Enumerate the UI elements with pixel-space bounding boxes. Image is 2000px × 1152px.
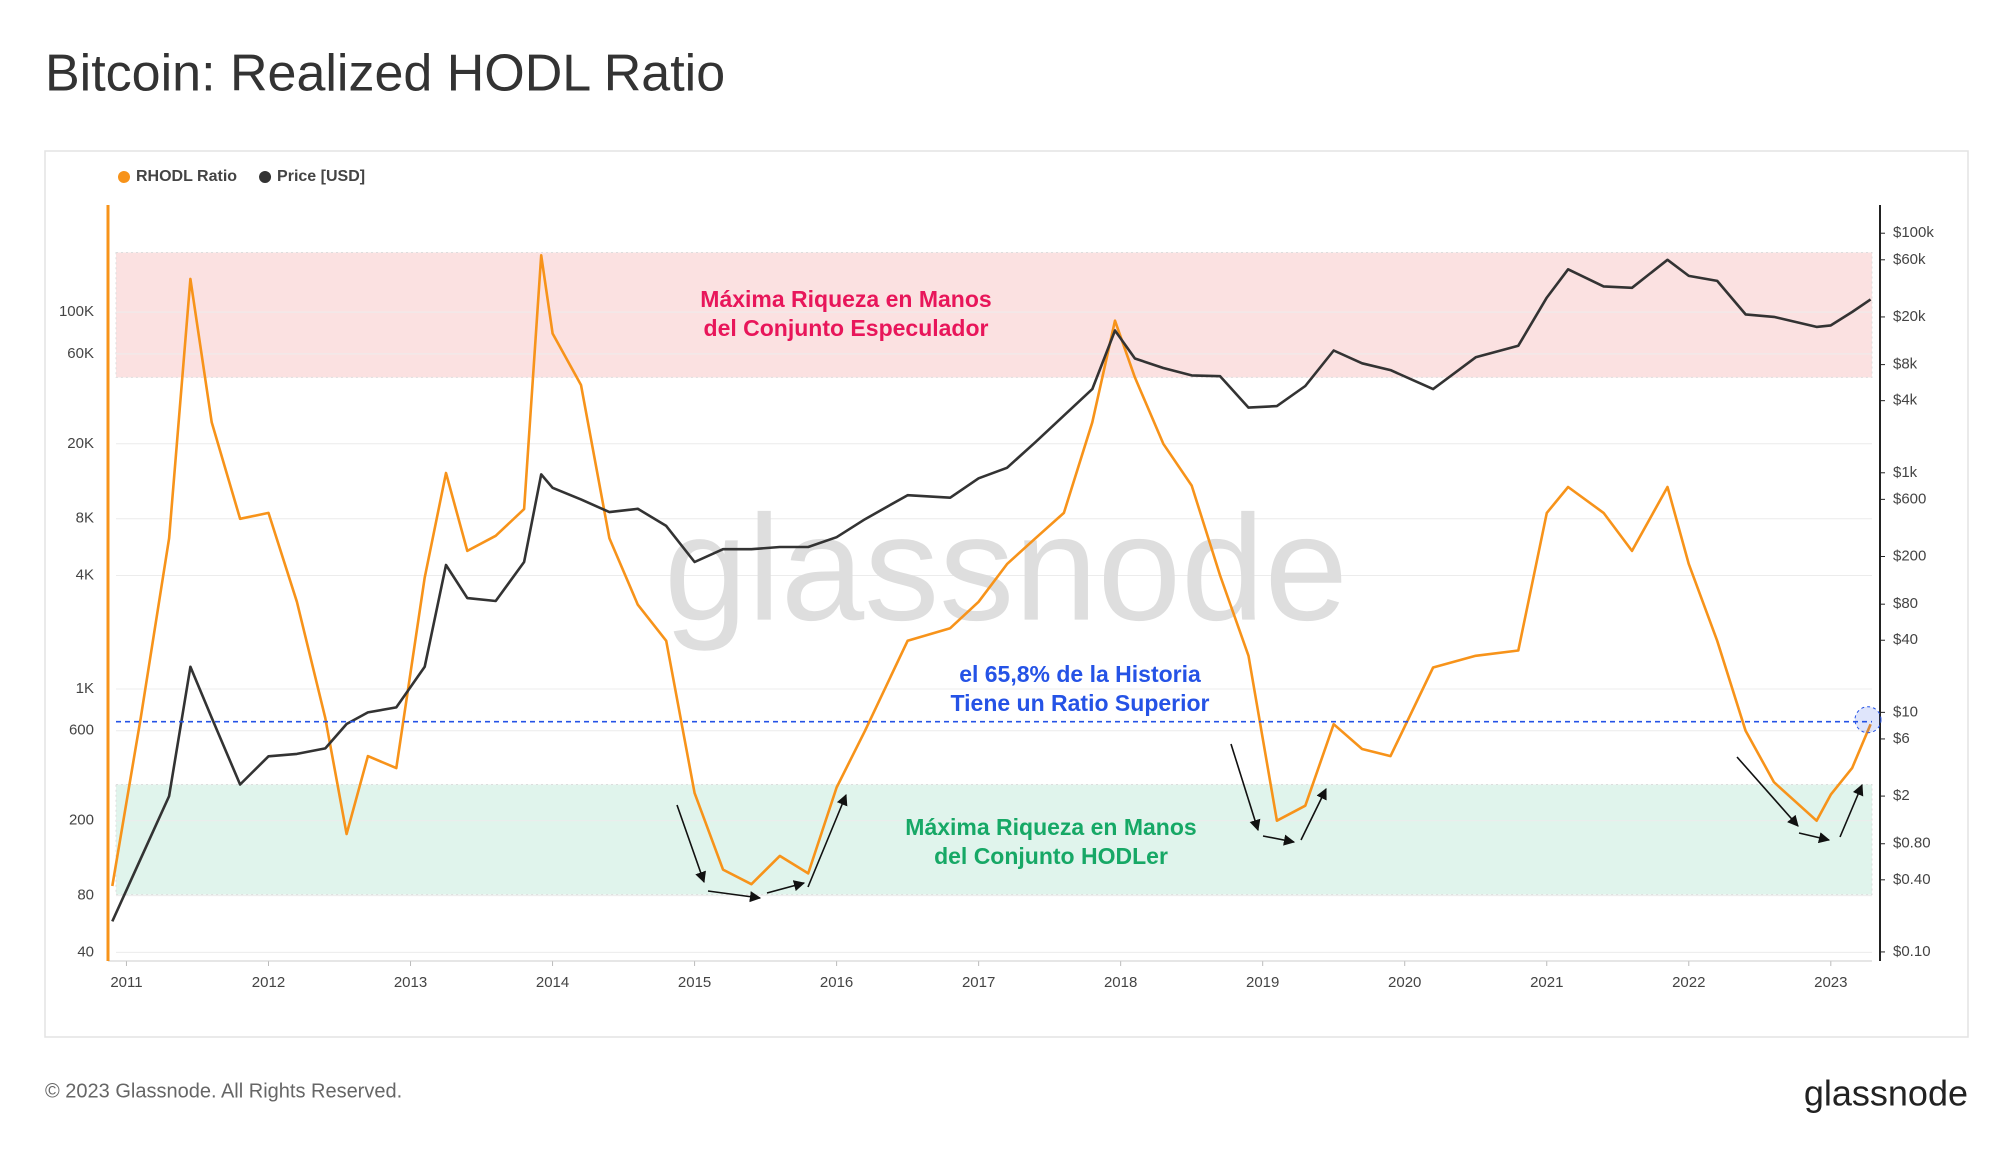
arrow — [807, 793, 848, 888]
arrow — [707, 890, 762, 903]
reference-label: el 65,8% de la Historia — [959, 661, 1201, 687]
x-tick-label: 2023 — [1814, 974, 1847, 991]
arrows — [676, 743, 1864, 903]
band-label: del Conjunto Especulador — [704, 315, 989, 341]
y2-tick-label: $600 — [1893, 490, 1926, 507]
y-tick-label: 40 — [77, 943, 94, 960]
arrow — [766, 880, 806, 894]
y-tick-label: 80 — [77, 887, 94, 904]
zone-band — [115, 252, 1873, 378]
y2-tick-label: $4k — [1893, 392, 1918, 409]
y-tick-label: 100K — [59, 303, 94, 320]
x-tick-label: 2020 — [1388, 974, 1421, 991]
arrow — [1839, 783, 1864, 838]
y2-tick-label: $6 — [1893, 730, 1910, 747]
arrow — [676, 804, 706, 884]
band-label: del Conjunto HODLer — [934, 843, 1168, 869]
reference-label: Tiene un Ratio Superior — [951, 690, 1210, 716]
y2-tick-label: $0.80 — [1893, 835, 1931, 852]
y2-tick-label: $60k — [1893, 251, 1926, 268]
y-tick-label: 4K — [76, 566, 94, 583]
legend-label: Price [USD] — [277, 168, 365, 185]
y-tick-label: 20K — [67, 435, 94, 452]
x-tick-label: 2018 — [1104, 974, 1137, 991]
y2-tick-label: $200 — [1893, 547, 1926, 564]
watermark: glassnode — [664, 484, 1348, 652]
y-tick-label: 8K — [76, 510, 94, 527]
y-tick-label: 60K — [67, 345, 94, 362]
y2-tick-label: $20k — [1893, 308, 1926, 325]
y-tick-label: 1K — [76, 680, 94, 697]
y2-tick-label: $1k — [1893, 464, 1918, 481]
x-tick-label: 2022 — [1672, 974, 1705, 991]
x-tick-label: 2017 — [962, 974, 995, 991]
x-tick-label: 2014 — [536, 974, 569, 991]
x-tick-label: 2021 — [1530, 974, 1563, 991]
x-tick-label: 2016 — [820, 974, 853, 991]
y2-tick-label: $0.10 — [1893, 943, 1931, 960]
arrow — [1736, 756, 1799, 827]
x-tick-label: 2019 — [1246, 974, 1279, 991]
y-tick-label: 600 — [69, 722, 94, 739]
y2-tick-label: $8k — [1893, 356, 1918, 373]
footer-logo: glassnode — [1804, 1073, 1968, 1114]
legend-label: RHODL Ratio — [136, 168, 237, 185]
arrow — [1300, 787, 1327, 841]
highlight-circle — [1854, 706, 1882, 734]
arrow — [1798, 832, 1831, 844]
series-line — [111, 258, 1872, 922]
series-line — [111, 254, 1872, 887]
x-tick-label: 2011 — [110, 974, 142, 991]
band-label: Máxima Riqueza en Manos — [700, 286, 991, 312]
y2-tick-label: $80 — [1893, 595, 1918, 612]
x-tick-label: 2012 — [252, 974, 285, 991]
y2-tick-label: $10 — [1893, 703, 1918, 720]
chart-title: Bitcoin: Realized HODL Ratio — [45, 45, 725, 103]
y-tick-label: 200 — [69, 812, 94, 829]
y2-tick-label: $0.40 — [1893, 871, 1931, 888]
y2-tick-label: $40 — [1893, 631, 1918, 648]
legend-marker — [118, 171, 130, 183]
x-tick-label: 2013 — [394, 974, 427, 991]
arrow — [1230, 743, 1261, 832]
y2-tick-label: $100k — [1893, 224, 1934, 241]
y2-tick-label: $2 — [1893, 787, 1910, 804]
arrow — [1262, 834, 1296, 846]
legend-marker — [259, 171, 272, 183]
x-tick-label: 2015 — [678, 974, 711, 991]
zone-band — [115, 784, 1873, 896]
footer-copyright: © 2023 Glassnode. All Rights Reserved. — [45, 1080, 402, 1102]
band-label: Máxima Riqueza en Manos — [905, 814, 1196, 840]
